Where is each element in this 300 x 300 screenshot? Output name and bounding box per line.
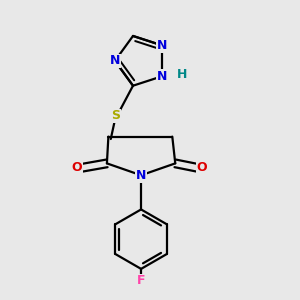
Text: N: N (157, 39, 167, 52)
Text: O: O (72, 161, 83, 174)
Text: S: S (111, 109, 120, 122)
Text: O: O (197, 161, 207, 174)
Text: N: N (157, 70, 167, 83)
Text: H: H (176, 68, 187, 81)
Text: F: F (137, 274, 145, 287)
Text: N: N (110, 54, 120, 67)
Text: N: N (136, 169, 146, 182)
